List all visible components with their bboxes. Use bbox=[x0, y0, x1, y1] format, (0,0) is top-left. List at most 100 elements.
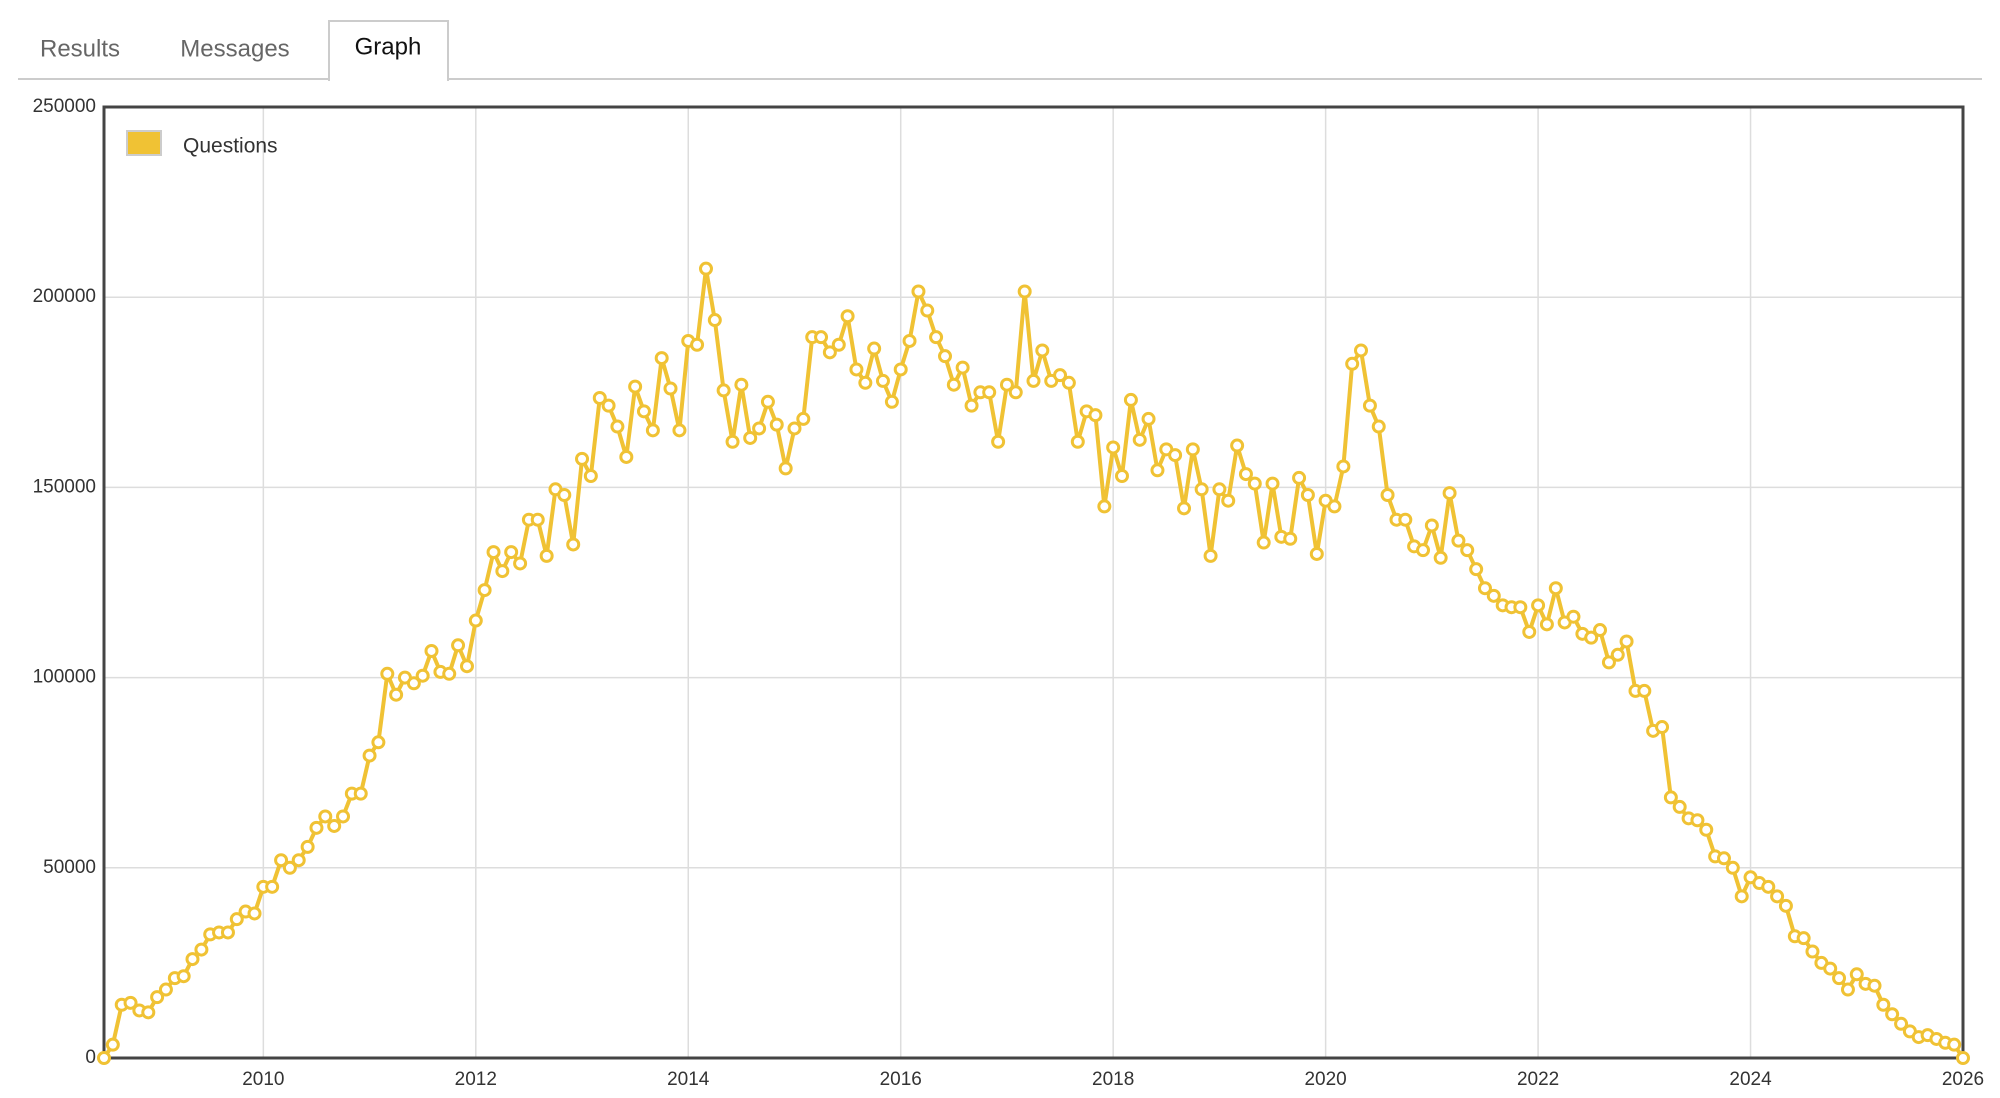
data-point bbox=[707, 313, 722, 328]
data-point bbox=[725, 434, 740, 449]
data-point bbox=[902, 333, 917, 348]
data-point bbox=[539, 548, 554, 563]
data-point bbox=[442, 666, 457, 681]
data-point bbox=[123, 995, 138, 1010]
data-point bbox=[1283, 531, 1298, 546]
data-point bbox=[291, 853, 306, 868]
data-point bbox=[1451, 533, 1466, 548]
data-point bbox=[105, 1037, 120, 1052]
data-point bbox=[1256, 535, 1271, 550]
data-point bbox=[1035, 343, 1050, 358]
data-point bbox=[1221, 493, 1236, 508]
data-point bbox=[1823, 961, 1838, 976]
data-point bbox=[858, 375, 873, 390]
plot-frame bbox=[102, 105, 1965, 1060]
data-point bbox=[636, 404, 651, 419]
data-point bbox=[1601, 655, 1616, 670]
data-point bbox=[672, 423, 687, 438]
data-point bbox=[1770, 889, 1785, 904]
data-point bbox=[769, 417, 784, 432]
data-point bbox=[991, 434, 1006, 449]
data-point bbox=[583, 468, 598, 483]
data-point bbox=[1309, 546, 1324, 561]
data-point bbox=[752, 421, 767, 436]
data-point bbox=[1265, 476, 1280, 491]
data-point bbox=[760, 394, 775, 409]
data-point bbox=[1469, 562, 1484, 577]
data-point bbox=[1805, 944, 1820, 959]
data-point bbox=[513, 556, 528, 571]
tab[interactable]: Results bbox=[40, 35, 120, 62]
data-point bbox=[1832, 971, 1847, 986]
x-tick-label: 2022 bbox=[1517, 1069, 1559, 1090]
data-point bbox=[389, 687, 404, 702]
data-point bbox=[371, 735, 386, 750]
data-point bbox=[1194, 482, 1209, 497]
data-point bbox=[884, 394, 899, 409]
data-point bbox=[1061, 375, 1076, 390]
data-point bbox=[796, 411, 811, 426]
data-point bbox=[1956, 1051, 1970, 1065]
data-point bbox=[929, 330, 944, 345]
data-point bbox=[619, 449, 634, 464]
data-point bbox=[1840, 982, 1855, 997]
data-point bbox=[309, 820, 324, 835]
data-point bbox=[1885, 1007, 1900, 1022]
data-point bbox=[1327, 499, 1342, 514]
data-point bbox=[690, 337, 705, 352]
data-point bbox=[920, 303, 935, 318]
data-point bbox=[318, 809, 333, 824]
data-point bbox=[158, 982, 173, 997]
x-tick-label: 2010 bbox=[242, 1069, 284, 1090]
data-point bbox=[504, 545, 519, 560]
data-point bbox=[1354, 343, 1369, 358]
data-point bbox=[778, 461, 793, 476]
data-point bbox=[1177, 501, 1192, 516]
data-point bbox=[1531, 598, 1546, 613]
data-point bbox=[1947, 1037, 1962, 1052]
data-point bbox=[1460, 543, 1475, 558]
data-point bbox=[1150, 463, 1165, 478]
legend-swatch bbox=[126, 130, 162, 156]
data-point bbox=[867, 341, 882, 356]
data-point bbox=[1336, 459, 1351, 474]
data-point bbox=[822, 345, 837, 360]
data-point bbox=[1610, 647, 1625, 662]
data-point bbox=[557, 488, 572, 503]
data-point bbox=[893, 362, 908, 377]
data-point bbox=[1230, 438, 1245, 453]
data-point bbox=[1238, 467, 1253, 482]
x-tick-label: 2016 bbox=[880, 1069, 922, 1090]
data-point bbox=[265, 879, 280, 894]
data-point bbox=[1292, 470, 1307, 485]
data-point bbox=[1876, 997, 1891, 1012]
data-point bbox=[282, 860, 297, 875]
data-point bbox=[955, 360, 970, 375]
data-point bbox=[1548, 581, 1563, 596]
data-point bbox=[486, 545, 501, 560]
data-point bbox=[1778, 898, 1793, 913]
data-point bbox=[1849, 967, 1864, 982]
data-point bbox=[1106, 440, 1121, 455]
data-point bbox=[1026, 373, 1041, 388]
data-point bbox=[353, 786, 368, 801]
data-point bbox=[1584, 630, 1599, 645]
data-point bbox=[300, 839, 315, 854]
data-point bbox=[734, 377, 749, 392]
data-point bbox=[1433, 550, 1448, 565]
chart: 0 50000 100000 150000 200000 250000 2010 2012 20… bbox=[33, 96, 1985, 1090]
data-point bbox=[831, 337, 846, 352]
data-point bbox=[938, 349, 953, 364]
tab[interactable]: Graph bbox=[355, 33, 422, 60]
tab[interactable]: Messages bbox=[180, 35, 289, 62]
data-point bbox=[1424, 518, 1439, 533]
data-point bbox=[1168, 448, 1183, 463]
data-point bbox=[982, 385, 997, 400]
data-point bbox=[406, 676, 421, 691]
data-point bbox=[999, 377, 1014, 392]
data-point bbox=[1894, 1016, 1909, 1031]
data-point bbox=[415, 668, 430, 683]
data-point bbox=[698, 261, 713, 276]
data-point bbox=[743, 430, 758, 445]
